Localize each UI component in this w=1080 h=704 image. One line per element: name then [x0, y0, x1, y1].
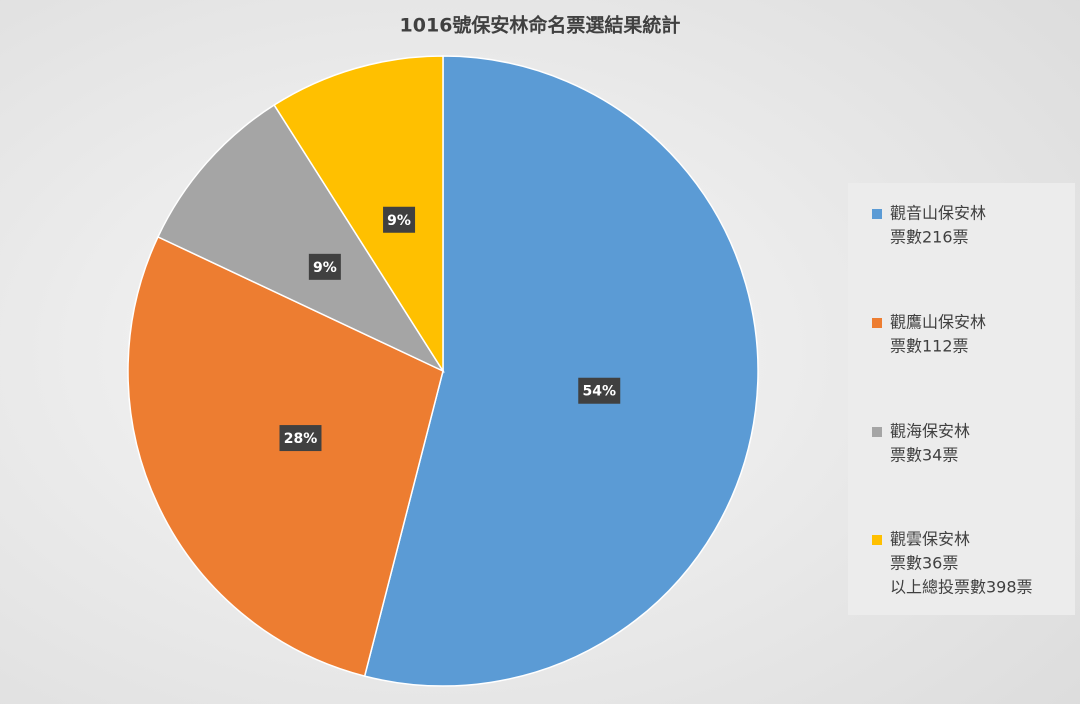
pie-slice: [273, 55, 444, 374]
data-label-box: [308, 253, 341, 280]
legend-note: 票數216票: [890, 228, 969, 247]
legend-marker: [872, 318, 882, 328]
legend-marker: [872, 209, 882, 219]
legend-marker: [872, 427, 882, 437]
data-label-box: [578, 377, 621, 404]
data-label: 9%: [313, 260, 337, 276]
data-label-box: [279, 425, 322, 452]
chart-title: 1016號保安林命名票選結果統計: [400, 14, 681, 37]
data-label: 28%: [284, 431, 318, 447]
pie-slice: [127, 235, 444, 678]
data-label: 54%: [583, 384, 617, 400]
data-label: 9%: [387, 213, 411, 229]
legend-box: [848, 183, 1075, 615]
legend-marker: [872, 535, 882, 545]
legend-label: 觀海保安林: [890, 422, 970, 441]
data-label-box: [383, 206, 416, 233]
legend-label: 觀鷹山保安林: [890, 313, 986, 332]
legend-label: 觀雲保安林: [890, 530, 970, 549]
pie-slice: [363, 55, 759, 687]
legend-note: 票數34票: [890, 446, 958, 465]
legend-note: 票數112票: [890, 337, 969, 356]
pie-slice: [156, 104, 446, 373]
legend-label: 觀音山保安林: [890, 204, 986, 223]
legend-note: 票數36票: [890, 554, 958, 573]
legend-footer: 以上總投票數398票: [890, 578, 1033, 597]
